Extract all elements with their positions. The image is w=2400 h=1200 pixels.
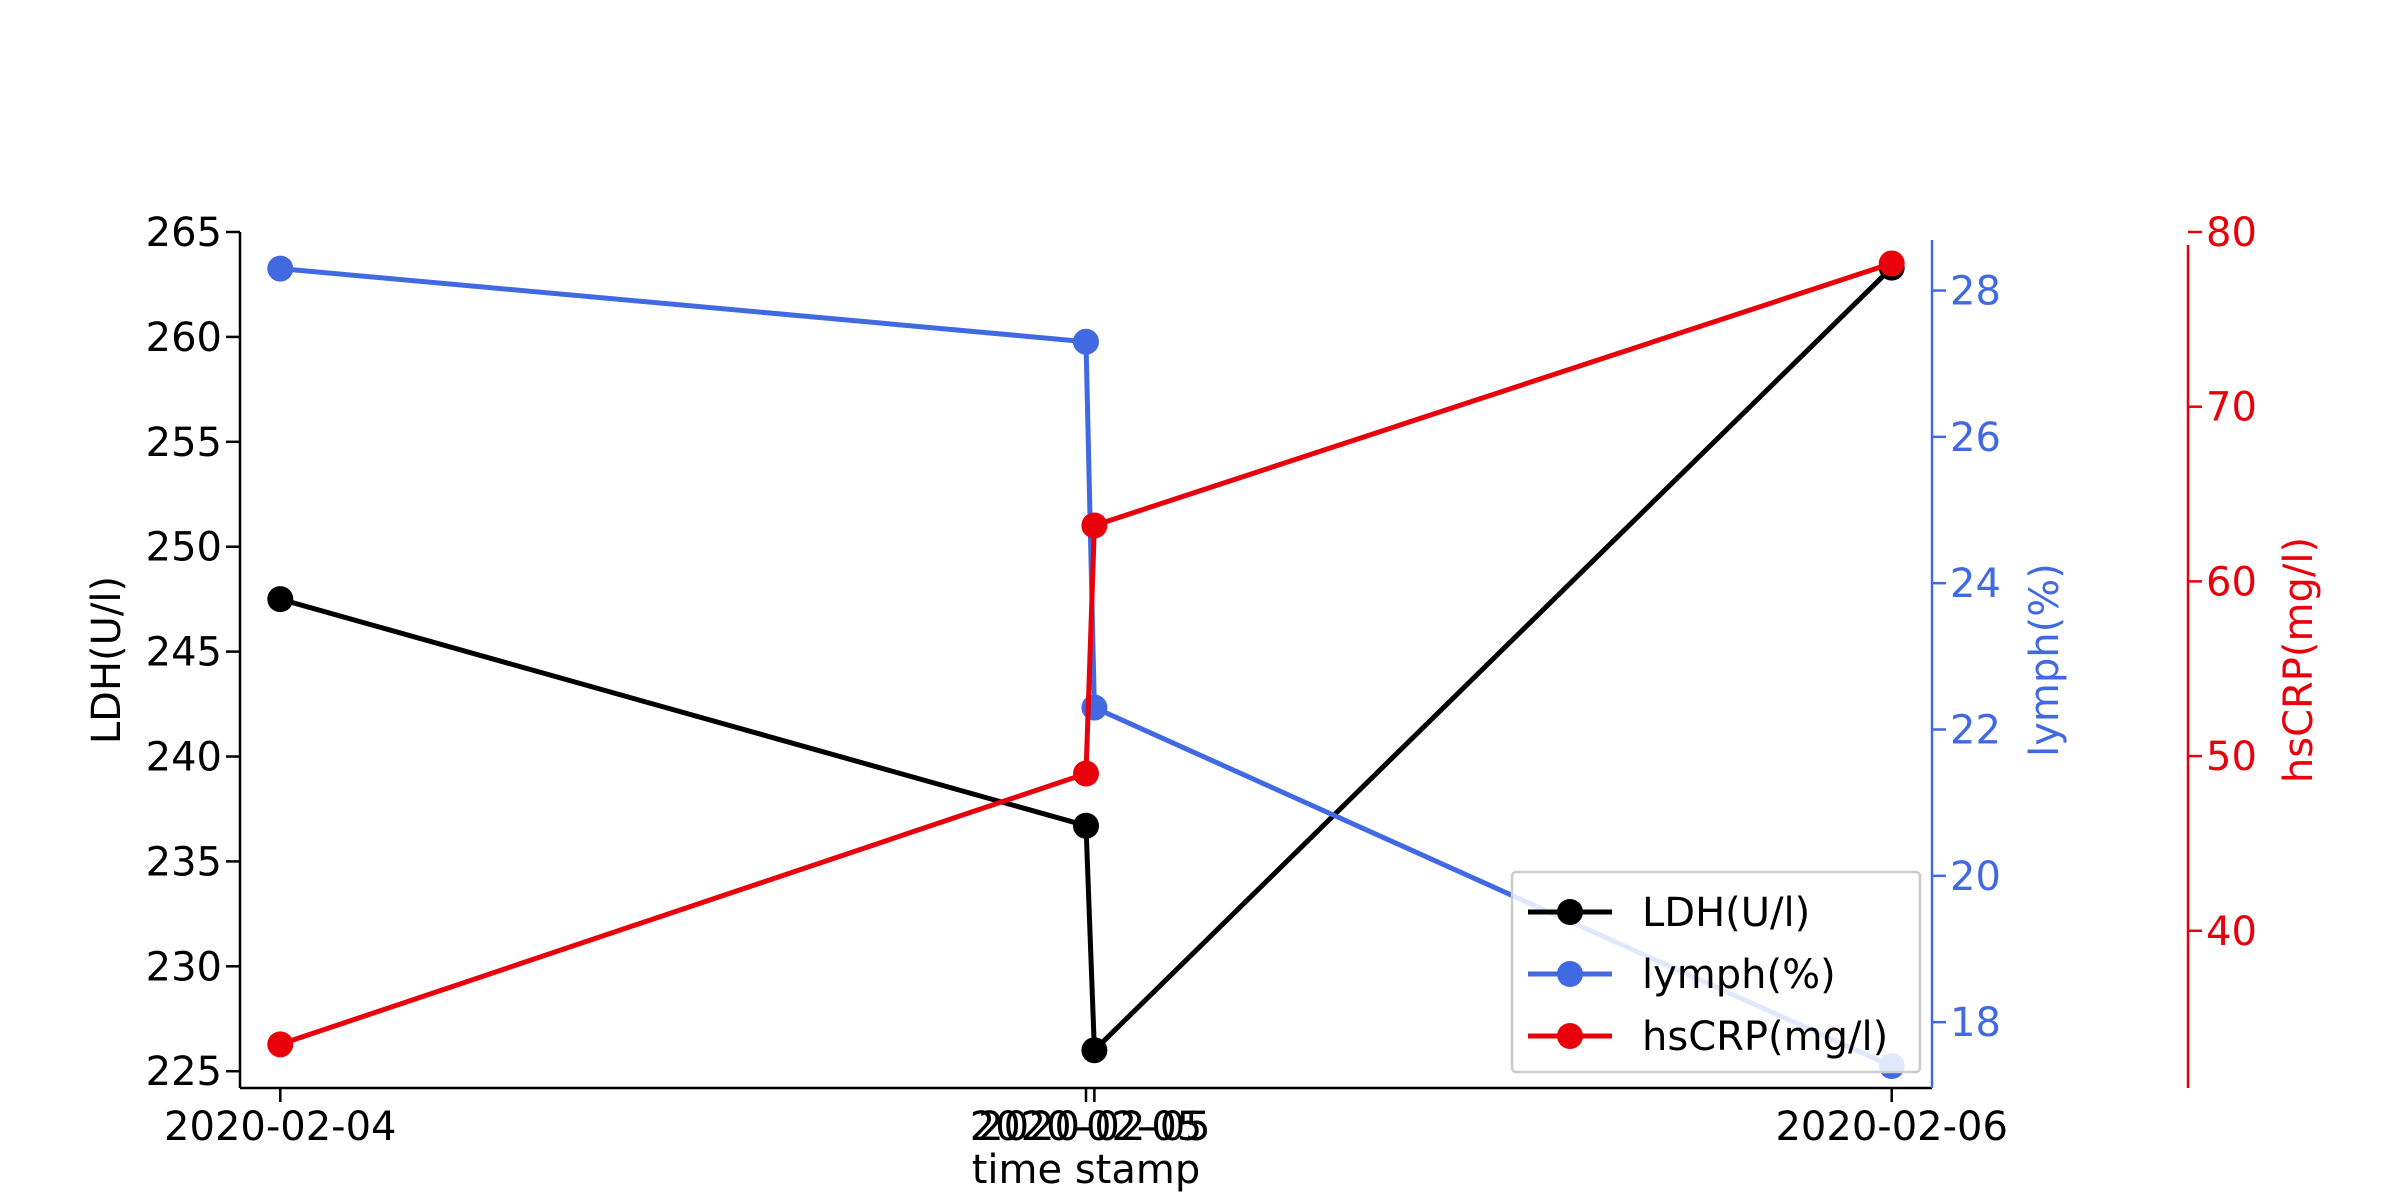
y-tick-label-ldh: 235 — [146, 839, 222, 885]
y-tick-label-hscrp: 60 — [2206, 559, 2257, 605]
legend-box — [1510, 870, 1922, 1074]
y-tick-label-ldh: 240 — [146, 735, 222, 781]
legend-label: hsCRP(mg/l) — [1642, 1014, 1888, 1060]
x-axis-label: time stamp — [972, 1147, 1200, 1193]
series-layer — [267, 250, 1905, 1080]
data-point-hscrp — [1073, 760, 1099, 787]
legend-marker — [1557, 1023, 1583, 1049]
series-hscrp — [267, 250, 1905, 1058]
y-tick-label-ldh: 230 — [146, 944, 222, 990]
y-tick-label-ldh: 265 — [146, 210, 222, 256]
y-tick-label-lymph: 18 — [1950, 1000, 2001, 1046]
series-line-ldh — [279, 265, 1894, 1053]
y-tick-label-lymph: 22 — [1950, 708, 2001, 754]
y-axis-label-ldh: LDH(U/l) — [84, 576, 130, 744]
data-point-lymph — [1081, 694, 1108, 721]
y-tick-label-hscrp: 80 — [2206, 210, 2257, 256]
x-tick-label: 2020-02-05 — [978, 1104, 1210, 1150]
legend-label: lymph(%) — [1642, 952, 1836, 998]
x-tick-label: 2020-02-05 — [970, 1104, 1202, 1150]
data-point-lymph — [1073, 328, 1099, 355]
data-point-ldh — [1073, 812, 1099, 839]
y-tick-label-lymph: 24 — [1950, 561, 2001, 607]
y-tick-label-lymph: 26 — [1950, 415, 2001, 461]
legend-marker — [1557, 961, 1583, 987]
x-tick-label: 2020-02-06 — [1775, 1104, 2007, 1150]
data-point-hscrp — [1878, 250, 1905, 277]
legend-marker — [1557, 899, 1583, 925]
data-point-ldh — [1081, 1037, 1108, 1064]
x-tick-label: 2020-02-04 — [164, 1104, 396, 1150]
y-tick-label-ldh: 225 — [146, 1049, 222, 1095]
y-tick-label-ldh: 255 — [146, 420, 222, 466]
y-tick-label-hscrp: 70 — [2206, 385, 2257, 431]
y-tick-label-lymph: 28 — [1950, 269, 2001, 315]
y-axis-label-hscrp: hsCRP(mg/l) — [2276, 537, 2322, 783]
y-tick-label-ldh: 250 — [146, 525, 222, 571]
y-tick-label-hscrp: 50 — [2206, 734, 2257, 780]
y-tick-label-lymph: 20 — [1950, 854, 2001, 900]
data-point-ldh — [267, 586, 294, 613]
legend-label: LDH(U/l) — [1642, 890, 1810, 936]
y-axis-label-lymph: lymph(%) — [2022, 563, 2068, 757]
series-line-hscrp — [279, 261, 1893, 1047]
y-tick-label-hscrp: 40 — [2206, 909, 2257, 955]
data-point-hscrp — [267, 1031, 294, 1058]
data-point-lymph — [267, 255, 294, 282]
legend: LDH(U/l) lymph(%) hsCRP(mg/l) — [1510, 870, 1922, 1074]
y-tick-label-ldh: 260 — [146, 315, 222, 361]
data-point-hscrp — [1081, 512, 1108, 539]
y-tick-label-ldh: 245 — [146, 630, 222, 676]
